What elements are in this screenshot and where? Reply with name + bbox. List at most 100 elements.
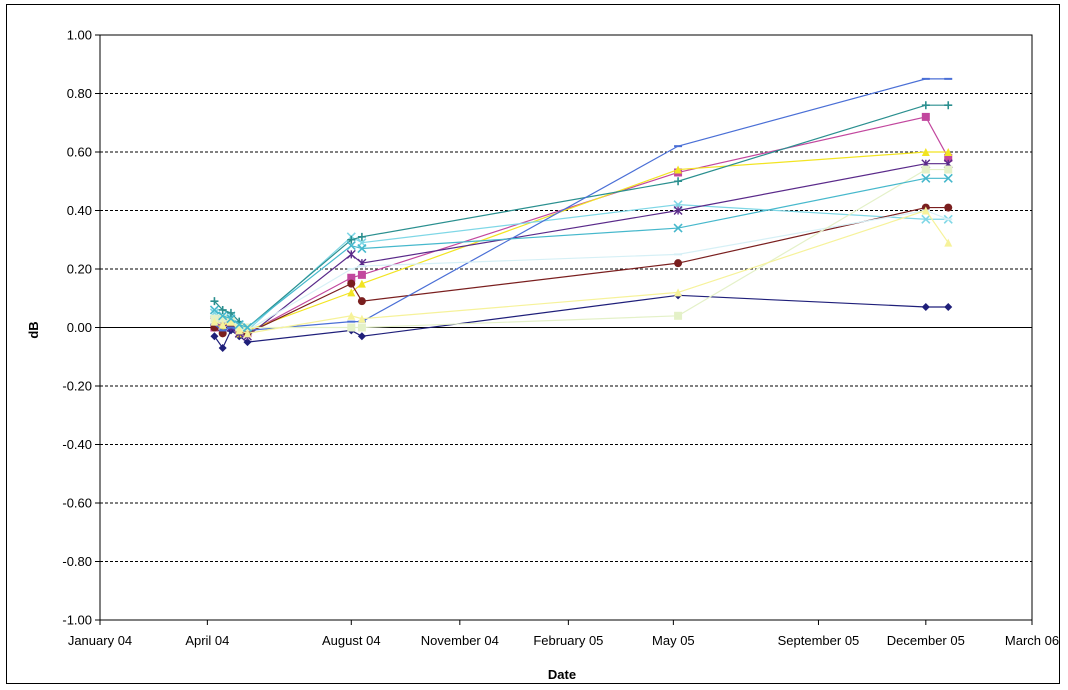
series-0-point-8 (921, 303, 930, 312)
series-7-line (214, 78, 949, 332)
series-10-point-6 (357, 314, 366, 323)
y-tick-label-2: 0.60 (67, 145, 92, 160)
grid-lines (100, 93, 1032, 562)
x-tick-label-5: May 05 (652, 633, 695, 648)
x-tick-labels: January 04 April 04 August 04 November 04 Fe… (68, 633, 1059, 648)
series-7-point-2 (226, 326, 235, 329)
series-0-point-6 (357, 332, 366, 341)
series-10 (210, 206, 953, 338)
y-tick-label-9: -0.80 (62, 554, 92, 569)
series-11 (209, 173, 953, 333)
series-0-point-4 (243, 338, 252, 347)
series-11-point-2 (226, 314, 236, 324)
series-3-line (214, 204, 949, 332)
series-10-point-9 (944, 238, 953, 247)
series-2-point-6 (357, 279, 366, 288)
series-11-point-1 (218, 311, 228, 321)
series-8-point-6 (357, 265, 366, 268)
series-7-point-8 (921, 77, 930, 80)
series-5-point-9 (944, 203, 953, 212)
series-6-point-2 (226, 308, 235, 317)
series-4-point-5 (346, 249, 356, 259)
series-2-point-9 (944, 148, 953, 156)
series-9-point-9 (944, 165, 953, 174)
series-2-point-5 (347, 288, 356, 297)
series-1-point-6 (357, 270, 366, 279)
series-10-line (214, 209, 949, 334)
series-11-line (214, 177, 949, 329)
y-tick-label-10: -1.00 (62, 613, 92, 628)
x-tick-label-8: March 06 (1005, 633, 1059, 648)
series-6-point-7 (674, 177, 683, 186)
y-tick-label-3: 0.40 (67, 203, 92, 218)
series-11-point-0 (209, 305, 220, 315)
x-tick-label-3: November 04 (421, 633, 499, 648)
series-6-point-6 (357, 232, 366, 241)
series-9-line (214, 168, 949, 329)
x-tick-label-1: April 04 (185, 633, 229, 648)
series-8-point-7 (674, 253, 683, 256)
series-8-point-9 (944, 218, 953, 221)
x-axis-title: Date (548, 667, 576, 682)
series-6-point-8 (921, 101, 930, 110)
series-5 (210, 203, 953, 338)
y-tick-label-1: 0.80 (67, 86, 92, 101)
series-10-point-5 (347, 311, 356, 320)
series-5-point-7 (674, 259, 683, 268)
series-3 (209, 200, 953, 335)
series-10-point-7 (674, 288, 683, 297)
series-4-line (214, 163, 949, 337)
series-11-point-9 (943, 173, 953, 183)
series-7-point-5 (347, 320, 356, 323)
series-9-point-1 (218, 314, 227, 323)
series-2 (210, 148, 953, 338)
x-tick-label-6: September 05 (778, 633, 860, 648)
series-9-point-8 (921, 165, 930, 174)
x-tick-label-4: February 05 (533, 633, 603, 648)
series-10-point-1 (218, 320, 227, 329)
x-tick-label-2: August 04 (322, 633, 381, 648)
series-0-point-0 (210, 332, 219, 341)
y-tick-labels: 1.00 0.80 0.60 0.40 0.20 0.00 -0.20 -0.40 -0.60 -… (62, 28, 92, 628)
series-6-point-9 (944, 101, 953, 110)
series-10-point-4 (243, 329, 252, 338)
y-tick-label-4: 0.20 (67, 262, 92, 277)
series-8-line (214, 209, 949, 332)
y-axis-title: dB (26, 321, 41, 338)
series-4-point-7 (673, 206, 683, 215)
series-6-point-5 (347, 235, 356, 244)
series-9-point-6 (357, 323, 366, 332)
series-10-point-8 (921, 206, 930, 215)
series-9 (210, 165, 953, 332)
series-1-point-5 (347, 273, 356, 282)
series-5-point-5 (347, 279, 356, 288)
series-0-point-1 (218, 343, 227, 352)
series-1-point-8 (921, 112, 930, 121)
series-11-point-5 (346, 241, 356, 251)
series-6-line (213, 104, 949, 329)
series-7-point-9 (944, 77, 953, 80)
y-tick-label-0: 1.00 (67, 28, 92, 43)
y-tick-label-7: -0.40 (62, 437, 92, 452)
series-lines (209, 77, 953, 352)
series-11-point-4 (242, 322, 253, 333)
series-1-point-9 (944, 153, 953, 162)
series-0-line (213, 294, 949, 350)
series-6-point-1 (218, 305, 227, 314)
series-9-point-5 (347, 323, 356, 332)
series-5-point-6 (357, 297, 366, 306)
series-9-point-7 (674, 311, 683, 320)
series-4 (209, 159, 953, 341)
x-tick-label-0: January 04 (68, 633, 132, 648)
series-8-point-5 (347, 268, 356, 270)
series-10-point-2 (226, 317, 235, 326)
series-11-point-7 (673, 223, 683, 233)
series-2-point-8 (921, 148, 930, 156)
series-6-point-0 (210, 297, 219, 306)
series-11-point-6 (357, 243, 367, 254)
series-11-point-3 (234, 320, 244, 330)
series-0-point-9 (944, 303, 953, 312)
series-3-point-8 (921, 214, 931, 224)
series-10-point-3 (235, 326, 244, 335)
series-11-point-8 (921, 173, 931, 183)
